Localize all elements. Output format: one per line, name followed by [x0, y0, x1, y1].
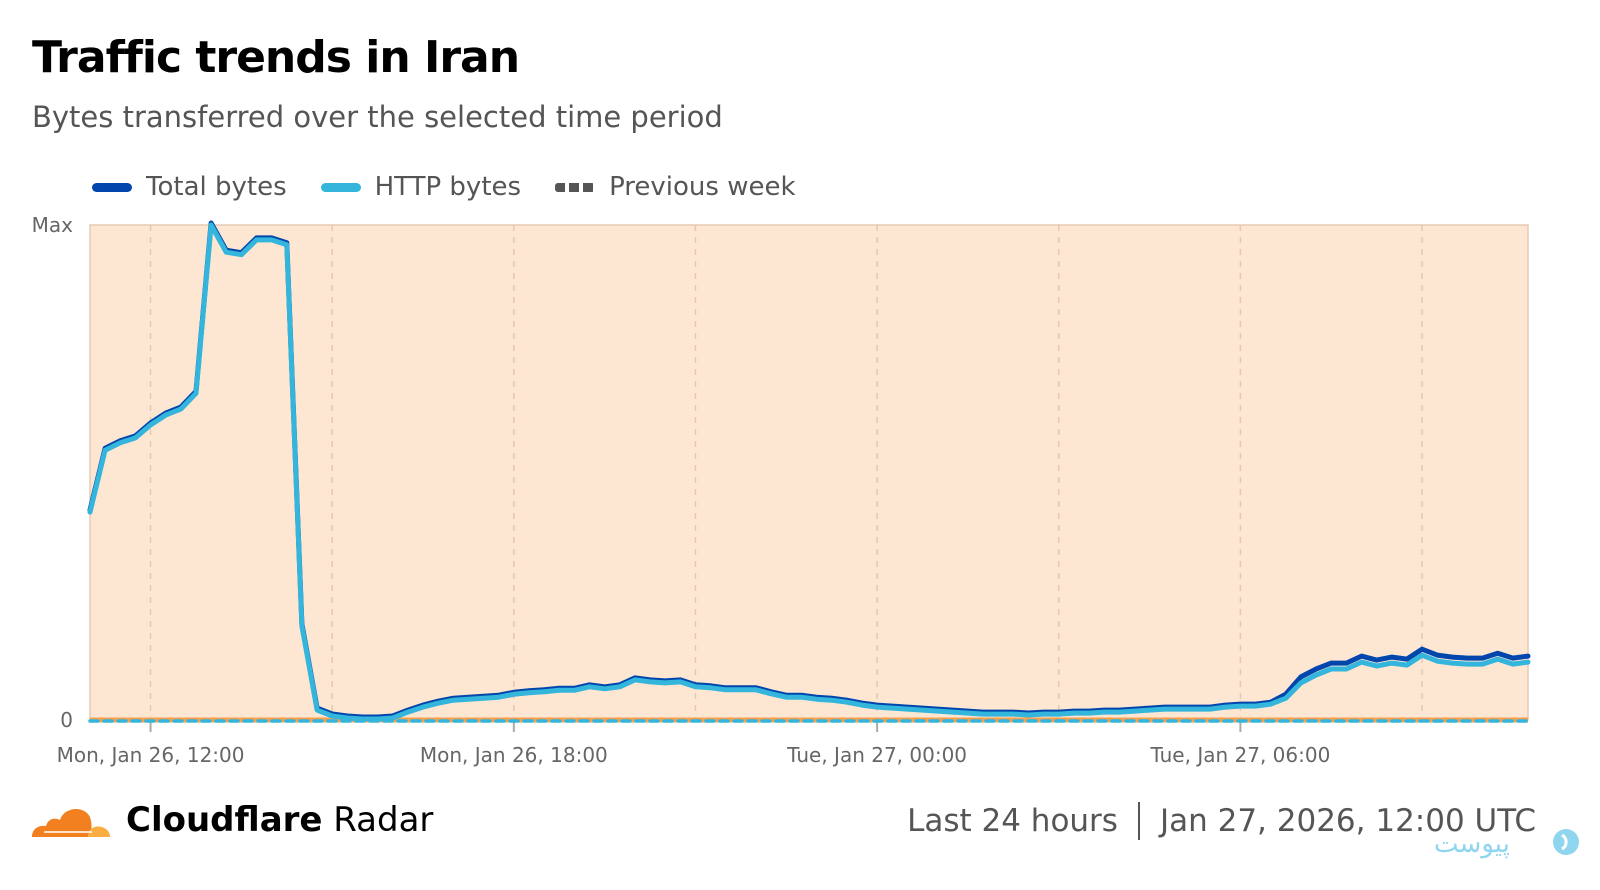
- divider: [1137, 802, 1140, 840]
- chart-title: Traffic trends in Iran: [32, 32, 520, 83]
- series-line-http-bytes: [87, 222, 1531, 722]
- x-tick-label: Tue, Jan 27, 06:00: [1149, 743, 1330, 767]
- legend-label: Previous week: [609, 172, 796, 202]
- y-tick-label-zero: 0: [60, 708, 73, 732]
- chart-subtitle: Bytes transferred over the selected time…: [32, 100, 723, 134]
- y-tick-label-max: Max: [32, 213, 74, 237]
- cloudflare-cloud-icon: [32, 809, 110, 837]
- timestamp: Jan 27, 2026, 12:00 UTC: [1159, 803, 1536, 839]
- x-tick-label: Mon, Jan 26, 12:00: [57, 743, 245, 767]
- brand-product: Radar: [333, 800, 434, 840]
- time-range: Last 24 hours: [907, 803, 1118, 839]
- cloudflare-radar-logo: Cloudflare Radar: [30, 800, 433, 840]
- legend-label: HTTP bytes: [374, 172, 522, 202]
- legend-swatch-total: [92, 182, 132, 192]
- legend-item-http-bytes[interactable]: HTTP bytes: [320, 172, 522, 202]
- watermark-logo: پیوست: [1430, 822, 1590, 866]
- legend-label: Total bytes: [146, 172, 287, 202]
- legend-item-total-bytes[interactable]: Total bytes: [92, 172, 287, 202]
- legend: Total bytes HTTP bytes Previous week: [92, 172, 796, 202]
- x-tick-label: Tue, Jan 27, 00:00: [786, 743, 967, 767]
- legend-swatch-previous-week: [555, 182, 596, 192]
- svg-text:پیوست: پیوست: [1434, 829, 1510, 859]
- x-tick-label: Mon, Jan 26, 18:00: [420, 743, 608, 767]
- legend-item-previous-week[interactable]: Previous week: [555, 172, 796, 202]
- shaded-region: [89, 224, 1529, 721]
- legend-swatch-http: [320, 182, 361, 192]
- time-range-info: Last 24 hours Jan 27, 2026, 12:00 UTC: [907, 802, 1536, 840]
- brand-name: Cloudflare: [126, 800, 323, 840]
